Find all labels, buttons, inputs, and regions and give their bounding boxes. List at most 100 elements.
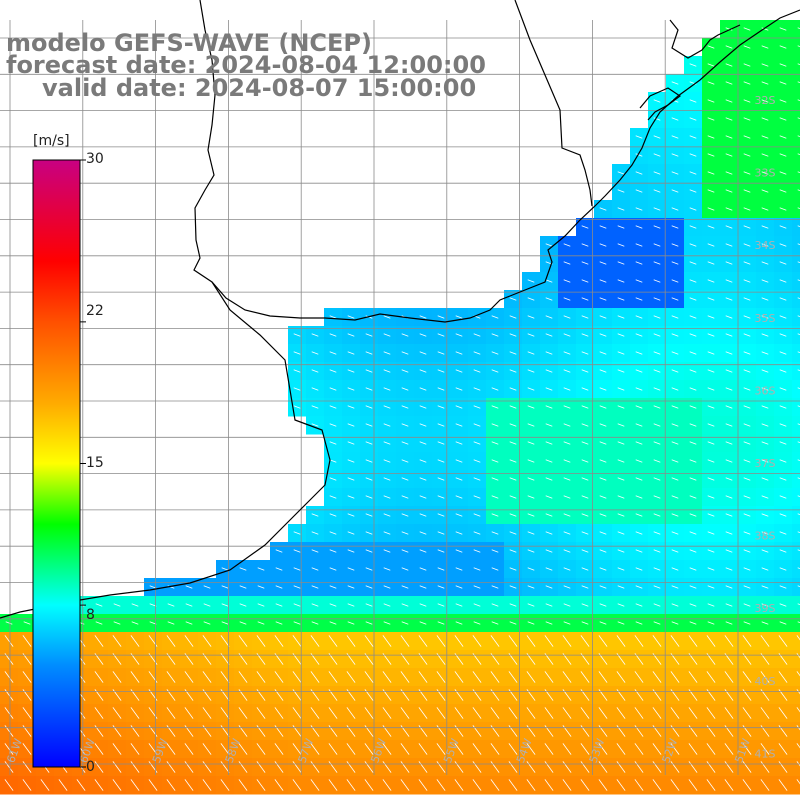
wind-arrow: [400, 779, 410, 791]
wind-arrow: [491, 441, 499, 445]
wind-arrow: [617, 603, 625, 607]
wind-arrow: [347, 477, 355, 481]
wind-arrow: [473, 513, 481, 517]
wind-arrow: [491, 585, 499, 589]
wind-arrow: [401, 603, 409, 607]
wind-arrow: [635, 567, 643, 571]
wind-arrow: [706, 725, 716, 737]
wind-arrow: [239, 621, 247, 625]
wind-arrow: [725, 567, 733, 571]
wind-cell: [792, 578, 800, 597]
wind-arrow: [581, 387, 589, 391]
wind-arrow: [724, 707, 734, 719]
wind-arrow: [617, 531, 625, 535]
wind-arrow: [419, 513, 427, 517]
wind-arrow: [347, 567, 355, 571]
wind-arrow: [743, 243, 751, 247]
wind-arrow: [563, 261, 571, 265]
wind-cell: [792, 128, 800, 147]
wind-arrow: [383, 459, 391, 463]
wind-arrow: [473, 549, 481, 553]
wind-arrow: [491, 387, 499, 391]
wind-arrow: [761, 243, 769, 247]
uruguay-coast: [193, 0, 800, 323]
wind-arrow: [797, 117, 800, 120]
wind-arrow: [346, 725, 356, 737]
wind-arrow: [383, 405, 391, 409]
wind-arrow: [257, 603, 265, 607]
wind-arrow: [454, 671, 464, 683]
wind-arrow: [472, 761, 482, 773]
wind-arrow: [725, 369, 733, 373]
wind-arrow: [293, 567, 301, 571]
wind-arrow: [382, 707, 392, 719]
wind-arrow: [653, 405, 661, 409]
wind-arrow: [796, 635, 800, 641]
wind-arrow: [382, 779, 392, 791]
wind-arrow: [689, 567, 697, 571]
wind-arrow: [689, 549, 697, 553]
wind-arrow: [671, 189, 679, 193]
wind-arrow: [418, 761, 428, 773]
wind-arrow: [688, 707, 698, 719]
wind-arrow: [707, 441, 715, 445]
wind-arrow: [725, 603, 733, 607]
wind-arrow: [581, 225, 589, 229]
wind-arrow: [509, 423, 517, 427]
wind-arrow: [455, 405, 463, 409]
wind-arrow: [779, 567, 787, 571]
wind-arrow: [491, 423, 499, 427]
wind-arrow: [545, 315, 553, 319]
wind-arrow: [761, 333, 769, 337]
wind-arrow: [761, 585, 769, 589]
wind-arrow: [527, 585, 535, 589]
wind-arrow: [580, 671, 590, 683]
wind-arrow: [130, 671, 140, 683]
wind-arrow: [257, 621, 265, 625]
wind-arrow: [328, 635, 338, 647]
wind-cell: [792, 272, 800, 291]
wind-arrow: [671, 405, 679, 409]
wind-arrow: [527, 423, 535, 427]
wind-arrow: [221, 621, 229, 625]
wind-arrow: [94, 635, 104, 647]
wind-arrow: [437, 441, 445, 445]
wind-arrow: [275, 549, 283, 553]
wind-arrow: [779, 297, 787, 301]
wind-arrow: [454, 707, 464, 719]
lat-label: 33S: [755, 167, 776, 180]
wind-arrow: [797, 207, 800, 210]
wind-arrow: [653, 513, 661, 517]
wind-arrow: [635, 351, 643, 355]
wind-arrow: [779, 405, 787, 409]
wind-arrow: [509, 513, 517, 517]
wind-arrow: [635, 153, 643, 157]
wind-arrow: [112, 743, 122, 755]
wind-arrow: [634, 635, 644, 647]
wind-arrow: [455, 369, 463, 373]
wind-arrow: [311, 423, 319, 427]
wind-arrow: [617, 477, 625, 481]
wind-arrow: [545, 495, 553, 499]
wind-arrow: [329, 441, 337, 445]
wind-arrow: [94, 761, 104, 773]
wind-arrow: [599, 369, 607, 373]
wind-arrow: [131, 603, 139, 607]
wind-arrow: [581, 423, 589, 427]
wind-arrow: [401, 531, 409, 535]
wind-arrow: [401, 549, 409, 553]
wind-arrow: [473, 405, 481, 409]
wind-arrow: [22, 671, 32, 683]
wind-arrow: [329, 603, 337, 607]
wind-arrow: [743, 441, 751, 445]
wind-arrow: [347, 549, 355, 553]
wind-arrow: [581, 369, 589, 373]
wind-arrow: [743, 459, 751, 463]
wind-arrow: [581, 567, 589, 571]
wind-arrow: [473, 495, 481, 499]
wind-arrow: [148, 779, 158, 791]
wind-arrow: [238, 743, 248, 755]
wind-cell: [792, 452, 800, 471]
wind-arrow: [797, 477, 800, 480]
